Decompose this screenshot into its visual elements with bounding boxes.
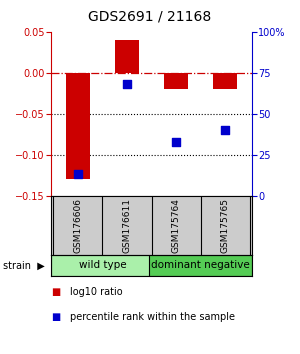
Bar bbox=[66, 73, 90, 179]
Text: ■: ■ bbox=[51, 312, 60, 322]
Text: GSM176611: GSM176611 bbox=[122, 198, 131, 253]
Text: dominant negative: dominant negative bbox=[151, 261, 250, 270]
Text: percentile rank within the sample: percentile rank within the sample bbox=[70, 312, 236, 322]
Point bbox=[174, 139, 178, 144]
Bar bbox=[115, 40, 139, 73]
Text: log10 ratio: log10 ratio bbox=[70, 287, 123, 297]
Text: strain  ▶: strain ▶ bbox=[3, 261, 45, 270]
Text: ■: ■ bbox=[51, 287, 60, 297]
Text: GDS2691 / 21168: GDS2691 / 21168 bbox=[88, 9, 212, 23]
Text: wild type: wild type bbox=[79, 261, 126, 270]
Point bbox=[124, 81, 129, 87]
Point bbox=[76, 172, 80, 177]
Text: GSM175764: GSM175764 bbox=[172, 198, 181, 253]
Point bbox=[223, 127, 227, 133]
Bar bbox=[149, 255, 252, 276]
Bar bbox=[213, 73, 237, 89]
Bar bbox=[164, 73, 188, 89]
Text: GSM175765: GSM175765 bbox=[220, 198, 230, 253]
Bar bbox=[51, 255, 154, 276]
Text: GSM176606: GSM176606 bbox=[74, 198, 82, 253]
